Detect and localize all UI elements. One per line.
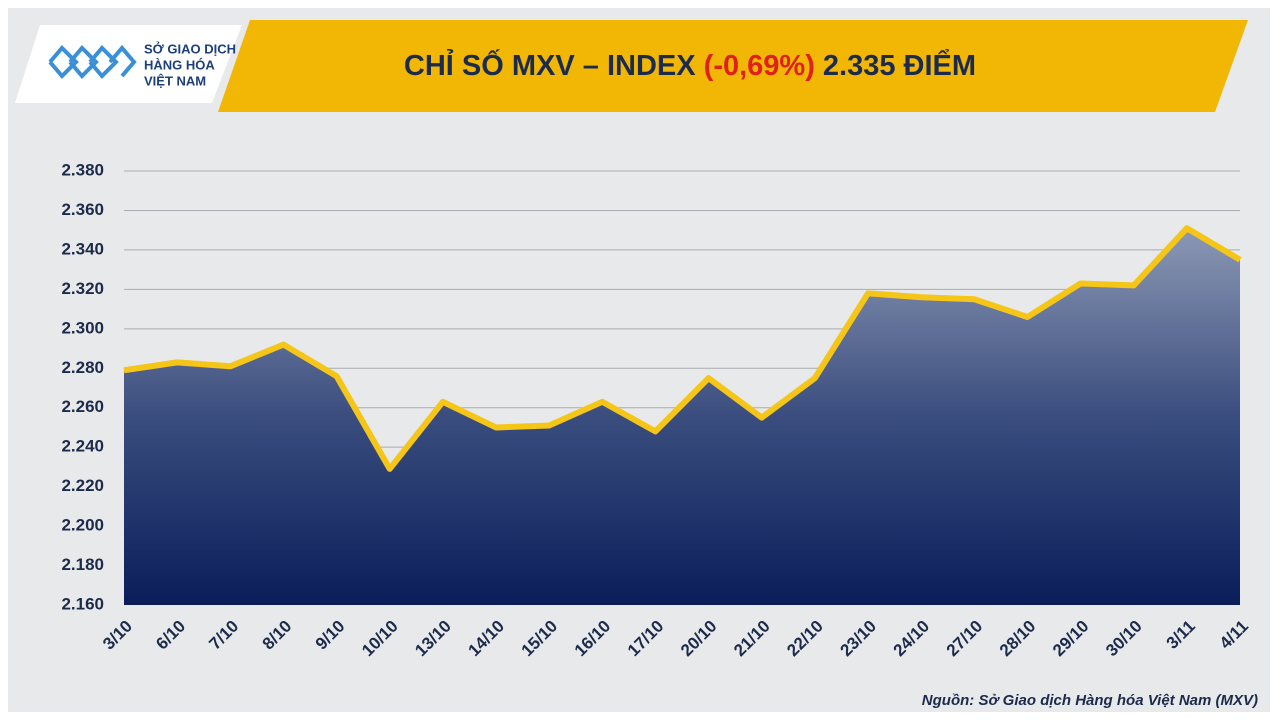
logo-icon <box>48 44 137 79</box>
logo-text: VIỆT NAM <box>144 73 206 88</box>
title-prefix: CHỈ SỐ MXV – INDEX <box>404 48 696 82</box>
y-tick-label: 2.380 <box>61 160 104 179</box>
y-tick-label: 2.360 <box>61 200 104 219</box>
y-tick-label: 2.260 <box>61 397 104 416</box>
y-tick-label: 2.180 <box>61 555 104 574</box>
chart-title: CHỈ SỐ MXV – INDEX (-0,69%) 2.335 ĐIỂM <box>404 48 976 82</box>
y-tick-label: 2.320 <box>61 279 104 298</box>
source-note: Nguồn: Sở Giao dịch Hàng hóa Việt Nam (M… <box>922 692 1258 709</box>
y-tick-label: 2.240 <box>61 437 104 456</box>
y-tick-label: 2.280 <box>61 358 104 377</box>
logo-box <box>15 25 242 103</box>
title-value: 2.335 ĐIỂM <box>823 48 976 82</box>
area <box>124 228 1240 605</box>
y-tick-label: 2.300 <box>61 318 104 337</box>
y-tick-label: 2.160 <box>61 594 104 613</box>
y-tick-label: 2.200 <box>61 516 104 535</box>
logo-text: SỞ GIAO DỊCH <box>144 41 236 56</box>
title-banner <box>218 20 1248 112</box>
logo-text: HÀNG HÓA <box>144 57 215 72</box>
title-change: (-0,69%) <box>704 50 815 82</box>
y-tick-label: 2.220 <box>61 476 104 495</box>
line <box>123 225 1242 472</box>
y-tick-label: 2.340 <box>61 239 104 258</box>
